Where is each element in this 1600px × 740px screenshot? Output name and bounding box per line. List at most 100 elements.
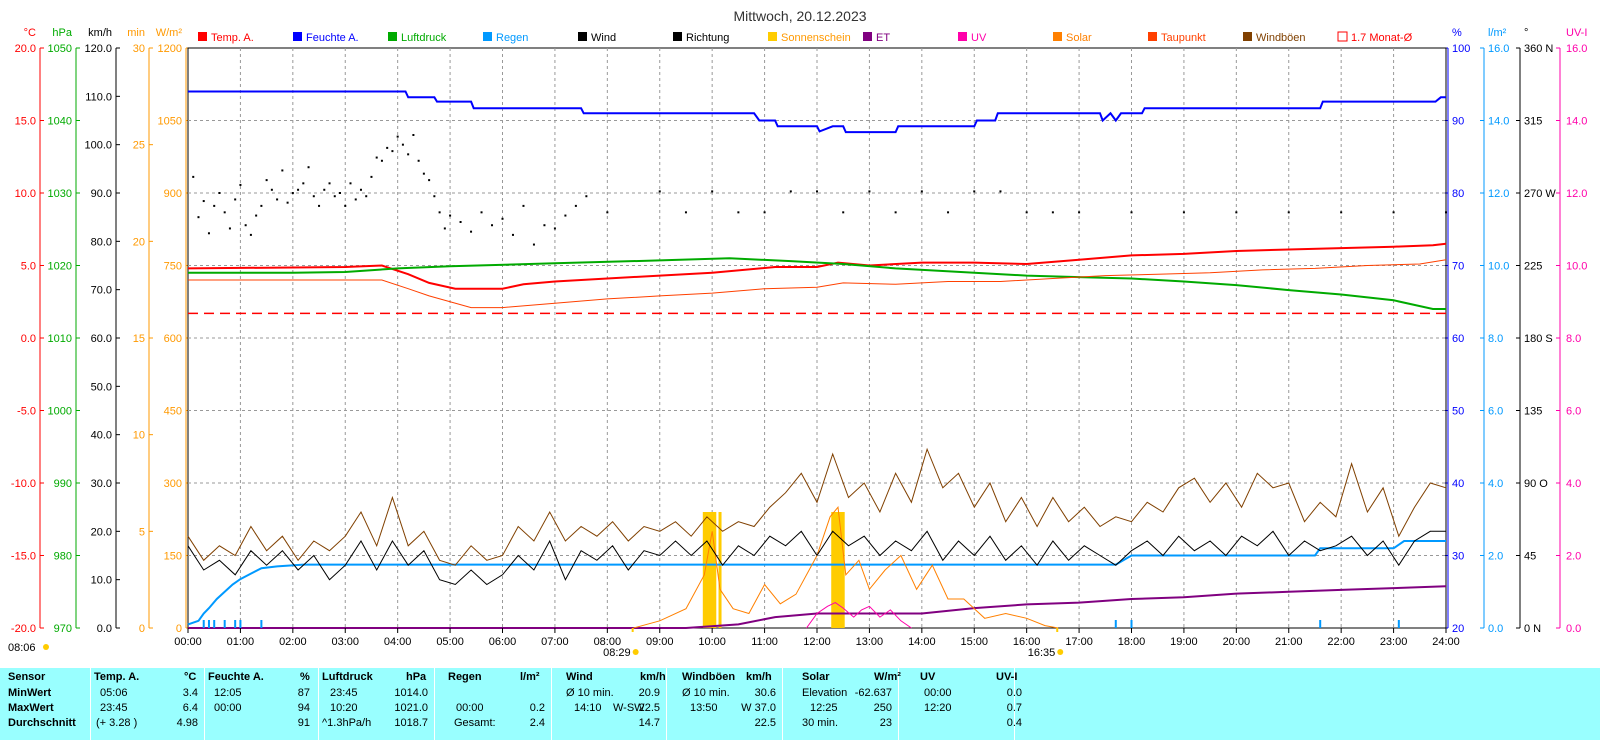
direction-point bbox=[1445, 211, 1447, 214]
summary-pressure-max-value: 1021.0 bbox=[394, 702, 428, 714]
sunshine-axis-tick-label: 15 bbox=[133, 333, 145, 345]
uv-axis-unit: UV-I bbox=[1566, 27, 1587, 39]
direction-point bbox=[1340, 211, 1343, 214]
rain-axis-tick-label: 12.0 bbox=[1488, 188, 1509, 200]
direction-point bbox=[564, 214, 567, 217]
summary-row-avg: Durchschnitt bbox=[8, 717, 76, 729]
rain-axis-tick-label: 10.0 bbox=[1488, 261, 1509, 273]
summary-table: Sensor MinWert MaxWert Durchschnitt Temp… bbox=[0, 668, 1600, 740]
wind-axis-tick-label: 120.0 bbox=[84, 43, 112, 55]
direction-point bbox=[354, 198, 357, 201]
sunset-label: 16:35 bbox=[1028, 647, 1056, 659]
solar-axis-tick-label: 0 bbox=[176, 623, 182, 635]
chart-grid bbox=[187, 47, 1447, 629]
direction-point bbox=[386, 146, 389, 149]
direction-point bbox=[816, 190, 818, 193]
legend-swatch bbox=[198, 32, 207, 41]
direction-point bbox=[318, 204, 321, 207]
summary-row-min: MinWert bbox=[8, 687, 52, 699]
rain-axis-tick-label: 4.0 bbox=[1488, 478, 1503, 490]
summary-solar-elevation-label: Elevation bbox=[802, 687, 848, 699]
sunshine-axis-tick-label: 10 bbox=[133, 430, 145, 442]
legend-swatch bbox=[958, 32, 967, 41]
humidity-axis-tick-label: 90 bbox=[1452, 116, 1464, 128]
direction-point bbox=[737, 211, 740, 214]
summary-pressure-unit: hPa bbox=[406, 671, 427, 683]
x-tick-label: 05:00 bbox=[436, 636, 464, 648]
direction-point bbox=[480, 211, 483, 214]
legend-label: Richtung bbox=[686, 32, 729, 44]
wind-axis-tick-label: 10.0 bbox=[91, 575, 112, 587]
wind-axis-tick-label: 80.0 bbox=[91, 236, 112, 248]
x-tick-label: 23:00 bbox=[1380, 636, 1408, 648]
direction-point bbox=[323, 188, 326, 191]
uv-axis-tick-label: 2.0 bbox=[1566, 551, 1581, 563]
series-line-luftdruck bbox=[188, 257, 1446, 310]
solar-axis-tick-label: 600 bbox=[164, 333, 182, 345]
direction-axis-tick-label: 315 bbox=[1524, 116, 1542, 128]
wind-axis-tick-label: 60.0 bbox=[91, 333, 112, 345]
direction-point bbox=[1235, 211, 1238, 214]
direction-point bbox=[443, 227, 446, 230]
uv-axis-tick-label: 6.0 bbox=[1566, 406, 1581, 418]
direction-point bbox=[365, 195, 368, 198]
legend-label: Luftdruck bbox=[401, 32, 447, 44]
direction-point bbox=[868, 190, 871, 193]
series-line-regen bbox=[187, 540, 1446, 626]
wind-axis-tick-label: 100.0 bbox=[84, 140, 112, 152]
direction-point bbox=[684, 211, 687, 214]
sunshine-axis-tick-label: 20 bbox=[133, 236, 145, 248]
summary-humidity-max-time: 00:00 bbox=[214, 702, 242, 714]
series-line-et bbox=[188, 585, 1447, 629]
direction-point bbox=[412, 134, 415, 136]
summary-pressure-trend: ^1.3hPa/h bbox=[322, 717, 372, 729]
chart-title: Mittwoch, 20.12.2023 bbox=[733, 8, 866, 24]
summary-wind-max-value: 22.5 bbox=[638, 702, 660, 714]
wind-axis-unit: km/h bbox=[88, 27, 112, 39]
summary-row-max: MaxWert bbox=[8, 702, 54, 714]
direction-point bbox=[207, 232, 210, 235]
rain-event-tick bbox=[1319, 620, 1322, 628]
humidity-axis-tick-label: 20 bbox=[1452, 623, 1464, 635]
direction-axis-tick-label: 225 bbox=[1524, 261, 1542, 273]
series-line-uv bbox=[806, 602, 912, 629]
summary-solar-30min-value: 23 bbox=[879, 717, 892, 729]
direction-point bbox=[999, 190, 1002, 193]
pressure-axis-tick-label: 1040 bbox=[48, 116, 72, 128]
x-tick-label: 14:00 bbox=[908, 636, 936, 648]
summary-uv-max-value: 0.7 bbox=[1006, 702, 1022, 714]
x-tick-label: 13:00 bbox=[856, 636, 884, 648]
direction-point bbox=[249, 233, 252, 236]
direction-point bbox=[501, 217, 504, 220]
direction-point bbox=[433, 195, 436, 198]
sunshine-bar bbox=[705, 512, 709, 628]
temp-axis-unit: °C bbox=[24, 27, 36, 39]
sunshine-bar bbox=[841, 512, 845, 628]
summary-solar-30min-label: 30 min. bbox=[802, 717, 839, 729]
series-line-feuchte-a bbox=[188, 90, 1446, 134]
summary-pressure-title: Luftdruck bbox=[322, 671, 373, 683]
direction-axis-unit: ° bbox=[1524, 27, 1528, 39]
direction-point bbox=[244, 224, 247, 227]
direction-point bbox=[286, 201, 289, 204]
summary-temp-min-time: 05:06 bbox=[100, 687, 128, 699]
direction-point bbox=[228, 227, 231, 230]
summary-gusts-avg10-label: Ø 10 min. bbox=[682, 687, 730, 699]
direction-point bbox=[711, 190, 714, 193]
rain-event-tick bbox=[1397, 620, 1400, 628]
summary-rain-total-label: Gesamt: bbox=[454, 717, 496, 729]
sunshine-bar bbox=[710, 512, 714, 628]
summary-pressure-min-value: 1014.0 bbox=[394, 687, 428, 699]
direction-point bbox=[349, 182, 352, 185]
day-length-icon bbox=[43, 644, 49, 650]
sunshine-axis-tick-label: 0 bbox=[139, 623, 145, 635]
summary-solar-unit: W/m² bbox=[874, 671, 901, 683]
legend-label: Windböen bbox=[1256, 32, 1306, 44]
direction-point bbox=[255, 214, 258, 217]
chart-marks bbox=[187, 90, 1447, 629]
summary-gusts-title: Windböen bbox=[682, 671, 736, 683]
summary-solar-elevation-value: -62.637 bbox=[854, 687, 892, 699]
weather-chart: Mittwoch, 20.12.2023 Temp. A. Feuchte A. L… bbox=[8, 8, 1588, 659]
direction-point bbox=[239, 183, 242, 186]
summary-humidity-avg-value: 91 bbox=[297, 717, 310, 729]
